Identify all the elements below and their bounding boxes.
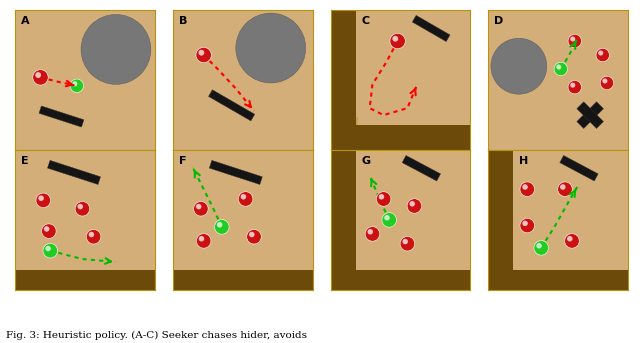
Circle shape bbox=[570, 83, 575, 88]
Circle shape bbox=[33, 70, 48, 85]
Text: B: B bbox=[179, 16, 187, 26]
Circle shape bbox=[249, 232, 255, 237]
Bar bbox=[577, 102, 604, 129]
Circle shape bbox=[75, 201, 90, 216]
Circle shape bbox=[564, 234, 579, 248]
Bar bbox=[356, 117, 358, 125]
Text: G: G bbox=[361, 156, 371, 166]
Text: F: F bbox=[179, 156, 186, 166]
Bar bbox=[412, 15, 450, 42]
Bar bbox=[330, 270, 470, 290]
Circle shape bbox=[194, 201, 208, 216]
Circle shape bbox=[560, 184, 566, 190]
Circle shape bbox=[522, 184, 528, 190]
Circle shape bbox=[567, 236, 573, 241]
Circle shape bbox=[596, 48, 609, 62]
Circle shape bbox=[198, 50, 204, 56]
Circle shape bbox=[38, 196, 44, 201]
Circle shape bbox=[236, 13, 306, 83]
Circle shape bbox=[70, 79, 84, 93]
Bar bbox=[330, 10, 356, 150]
Circle shape bbox=[392, 36, 398, 42]
Circle shape bbox=[400, 236, 415, 251]
Bar bbox=[488, 150, 513, 290]
Circle shape bbox=[86, 229, 101, 244]
Bar bbox=[209, 90, 255, 121]
Circle shape bbox=[365, 227, 380, 241]
Circle shape bbox=[556, 64, 561, 70]
Bar bbox=[560, 155, 598, 181]
Circle shape bbox=[367, 229, 373, 235]
Circle shape bbox=[217, 222, 223, 227]
Bar bbox=[15, 270, 155, 290]
Circle shape bbox=[246, 229, 261, 244]
Circle shape bbox=[557, 182, 572, 197]
Circle shape bbox=[238, 192, 253, 206]
Bar bbox=[577, 102, 604, 129]
Circle shape bbox=[384, 215, 390, 221]
Circle shape bbox=[568, 81, 582, 94]
Circle shape bbox=[390, 33, 405, 49]
Text: A: A bbox=[21, 16, 29, 26]
Circle shape bbox=[44, 226, 49, 232]
Bar bbox=[173, 270, 313, 290]
Circle shape bbox=[45, 246, 51, 251]
Circle shape bbox=[43, 244, 58, 258]
Circle shape bbox=[534, 241, 548, 255]
Circle shape bbox=[241, 194, 246, 200]
Circle shape bbox=[407, 199, 422, 213]
Bar bbox=[402, 155, 440, 181]
Bar bbox=[330, 150, 356, 290]
Circle shape bbox=[410, 201, 415, 206]
Circle shape bbox=[42, 224, 56, 238]
Circle shape bbox=[376, 192, 391, 206]
Circle shape bbox=[35, 72, 41, 78]
Bar bbox=[488, 270, 628, 290]
Circle shape bbox=[570, 36, 575, 42]
Circle shape bbox=[36, 193, 51, 208]
Text: D: D bbox=[493, 16, 503, 26]
Circle shape bbox=[214, 220, 229, 234]
Circle shape bbox=[536, 243, 542, 248]
Circle shape bbox=[77, 204, 83, 209]
Circle shape bbox=[199, 236, 204, 241]
Text: C: C bbox=[361, 16, 369, 26]
Circle shape bbox=[403, 239, 408, 244]
Circle shape bbox=[72, 81, 77, 86]
Circle shape bbox=[196, 234, 211, 248]
Circle shape bbox=[379, 194, 384, 200]
Bar bbox=[39, 106, 84, 127]
Bar bbox=[330, 125, 470, 150]
Circle shape bbox=[598, 50, 604, 56]
Circle shape bbox=[196, 47, 211, 63]
Circle shape bbox=[382, 213, 397, 227]
Circle shape bbox=[600, 76, 614, 90]
Circle shape bbox=[520, 218, 534, 233]
Circle shape bbox=[89, 232, 94, 237]
Circle shape bbox=[491, 38, 547, 94]
Circle shape bbox=[554, 62, 568, 76]
Text: E: E bbox=[21, 156, 29, 166]
Bar bbox=[47, 161, 100, 185]
Circle shape bbox=[81, 14, 151, 84]
Circle shape bbox=[522, 221, 528, 226]
Circle shape bbox=[196, 204, 202, 209]
Circle shape bbox=[520, 182, 534, 197]
Text: H: H bbox=[519, 156, 528, 166]
Circle shape bbox=[568, 34, 582, 48]
Text: Fig. 3: Heuristic policy. (A-C) Seeker chases hider, avoids: Fig. 3: Heuristic policy. (A-C) Seeker c… bbox=[6, 330, 307, 340]
Circle shape bbox=[602, 79, 607, 83]
Bar bbox=[209, 161, 262, 185]
